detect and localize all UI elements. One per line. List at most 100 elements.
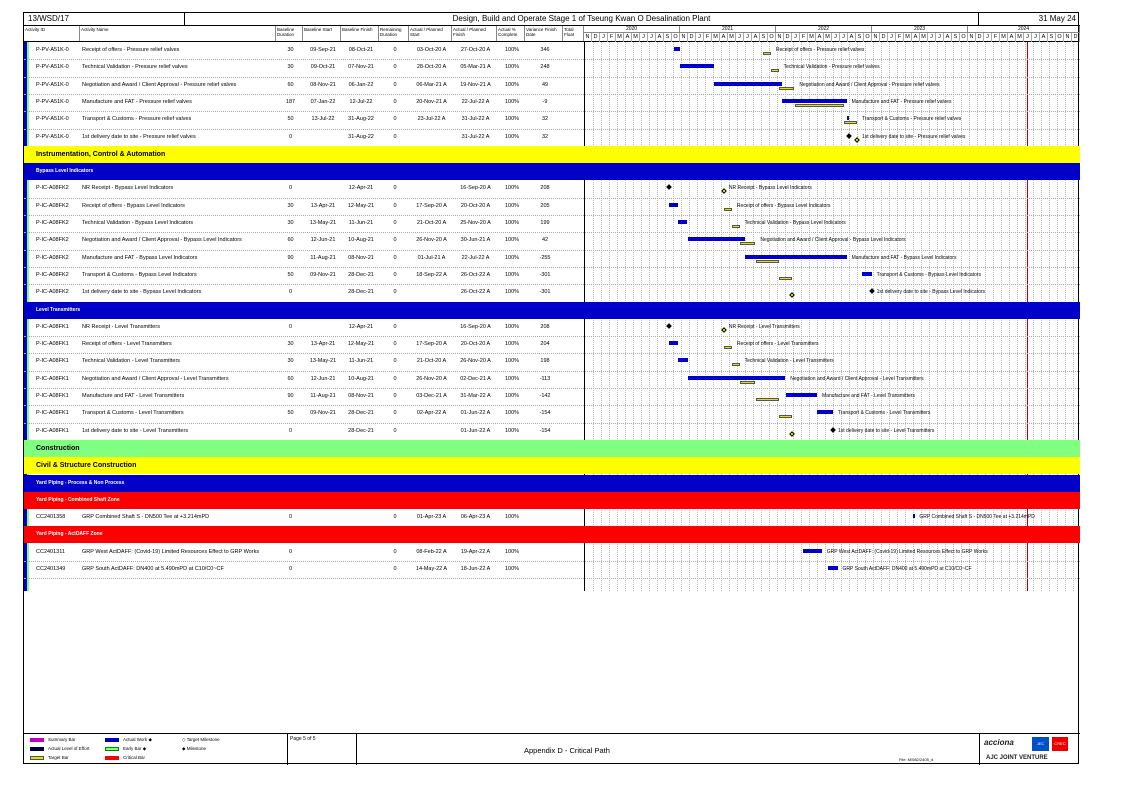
actual-bar[interactable] [861,271,872,276]
table-row[interactable]: P-IC-A08FK1 1st delivery date to site - L… [24,423,584,440]
target-bar[interactable] [763,52,771,55]
target-bar[interactable] [724,346,732,350]
milestone-marker[interactable] [830,426,836,433]
target-bar[interactable] [739,242,756,246]
cell-astart: 03-Oct-20 A [416,47,447,53]
table-row[interactable]: P-IC-A08FK1 Transport & Customs - Level T… [24,405,584,422]
actual-bar[interactable] [678,220,688,224]
table-row[interactable]: P-IC-A08FK2 Manufacture and FAT - Bypass … [24,250,584,267]
actual-bar[interactable] [687,237,745,242]
section-band[interactable]: Instrumentation, Control & Automation [24,145,1080,163]
actual-bar[interactable] [846,116,849,121]
actual-bar[interactable] [785,393,817,397]
actual-bar[interactable] [802,548,822,553]
table-row[interactable]: P-IC-A08FK2 Negotiation and Award / Clien… [24,232,584,249]
table-row[interactable]: P-PV-A51K-0 1st delivery date to site - P… [24,129,584,146]
cell-bfinish: 11-Jun-21 [348,220,374,226]
section-band[interactable]: Yard Piping - Process & Non Process [24,474,1080,492]
actual-bar[interactable] [828,566,838,570]
cell-id: P-PV-A51K-0 [36,116,69,123]
table-row[interactable]: P-IC-A08FK1 Negotiation and Award / Clien… [24,371,584,388]
cell-name: NR Receipt - Bypass Level Indicators [82,185,174,192]
col-baseline-duration[interactable]: Baseline Duration [276,26,303,41]
col-pct-complete[interactable]: Actual % Complete [497,26,525,41]
actual-bar[interactable] [673,47,680,51]
actual-bar[interactable] [687,375,786,380]
target-milestone-marker[interactable] [789,292,796,299]
cell-pct: 100% [504,548,520,555]
cell-rdur: 0 [393,323,397,330]
table-row[interactable]: P-IC-A08FK2 NR Receipt - Bypass Level Ind… [24,180,584,197]
timeline-month: J [1032,33,1040,42]
cell-name: Manufacture and FAT - Level Transmitters [82,393,185,399]
col-total-float[interactable]: Total Float [563,26,584,41]
cell-name: Manufacture and FAT - Bypass Level Indic… [82,254,198,261]
table-row[interactable]: P-PV-A51K-0 Technical Validation - Pressu… [24,59,584,76]
table-row[interactable]: P-IC-A08FK2 Technical Validation - Bypass… [24,215,584,232]
table-row[interactable]: CC2401349 GRP South ActDAFF: DN400 at 5.4… [24,561,584,578]
target-bar[interactable] [732,363,740,367]
table-row[interactable]: CC2401311 GRP West ActDAFF: (Covid-19) Li… [24,544,584,561]
cell-id: CC2401311 [36,548,65,555]
col-variance[interactable]: Variance Finish Date [525,26,563,41]
target-bar[interactable] [724,207,732,211]
cell-bfinish: 28-Dec-21 [348,289,374,296]
target-milestone-marker[interactable] [854,136,860,143]
actual-bar[interactable] [913,514,915,519]
section-band[interactable]: Bypass Level Indicators [24,163,1080,181]
table-row[interactable]: P-IC-A08FK1 Receipt of offers - Level Tra… [24,336,584,353]
target-bar[interactable] [794,103,844,107]
timeline-month: J [984,33,992,42]
milestone-marker[interactable] [666,322,672,329]
table-row[interactable]: P-PV-A51K-0 Transport & Customs - Pressur… [24,111,584,128]
target-bar[interactable] [755,398,779,401]
table-row[interactable]: P-PV-A51K-0 Manufacture and FAT - Pressur… [24,94,584,111]
table-row[interactable]: P-IC-A08FK2 Receipt of offers - Bypass Le… [24,198,584,215]
target-bar[interactable] [755,259,779,263]
section-band[interactable]: Yard Piping - Combined Shaft Zone [24,491,1080,509]
actual-bar[interactable] [678,358,688,363]
section-band[interactable]: Yard Piping - ActDAFF Zone [24,526,1080,544]
cell-bstart [305,544,341,561]
target-bar[interactable] [778,86,795,90]
target-bar[interactable] [844,121,857,125]
target-bar[interactable] [779,276,793,280]
col-baseline-finish[interactable]: Baseline Finish [341,26,379,41]
actual-bar[interactable] [817,410,833,415]
jv-name: AJC JOINT VENTURE [986,755,1048,761]
table-row[interactable]: P-PV-A51K-0 Receipt of offers - Pressure … [24,42,584,59]
table-row[interactable]: P-IC-A08FK2 Transport & Customs - Bypass … [24,267,584,284]
actual-bar[interactable] [714,81,782,86]
timeline-month: A [848,33,856,42]
table-row[interactable]: P-IC-A08FK2 1st delivery date to site - B… [24,284,584,301]
target-milestone-marker[interactable] [789,430,796,437]
table-row[interactable]: CC2401358 GRP Combined Shaft S - DN500 Te… [24,509,584,526]
col-actual-start[interactable]: Actual / Planned Start [409,26,452,41]
section-band[interactable]: Level Transmitters [24,301,1080,319]
milestone-marker[interactable] [846,132,852,139]
section-band[interactable]: Civil & Structure Construction [24,457,1080,475]
actual-bar[interactable] [745,254,847,259]
target-bar[interactable] [732,225,740,228]
target-milestone-marker[interactable] [721,326,727,333]
table-row[interactable]: P-IC-A08FK1 Technical Validation - Level … [24,353,584,370]
col-actual-finish[interactable]: Actual / Planned Finish [452,26,497,41]
col-remaining-duration[interactable]: Remaining Duration [379,26,409,41]
col-activity-id[interactable]: Activity ID [24,26,80,41]
target-bar[interactable] [771,69,779,73]
col-baseline-start[interactable]: Baseline Start [303,26,341,41]
milestone-marker[interactable] [666,184,672,191]
actual-bar[interactable] [669,202,679,207]
actual-bar[interactable] [669,341,679,346]
actual-bar[interactable] [680,64,715,69]
table-row[interactable]: P-IC-A08FK1 NR Receipt - Level Transmitte… [24,319,584,336]
timeline-month: J [832,33,840,42]
target-bar[interactable] [739,380,756,384]
target-bar[interactable] [779,415,793,419]
section-band[interactable]: Construction [24,439,1080,457]
table-row[interactable]: P-IC-A08FK1 Manufacture and FAT - Level T… [24,388,584,405]
timeline-month: A [624,33,632,42]
col-activity-name[interactable]: Activity Name [80,26,276,41]
table-row[interactable]: P-PV-A51K-0 Negotiation and Award / Clien… [24,77,584,94]
actual-bar[interactable] [782,98,847,103]
